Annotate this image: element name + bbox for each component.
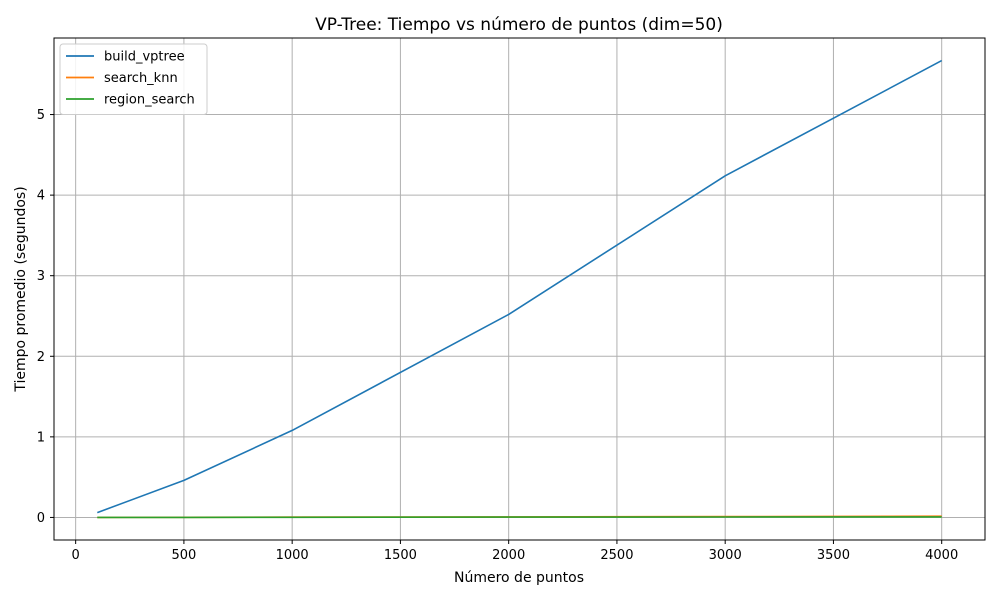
- x-tick-label: 4000: [925, 548, 958, 563]
- series-lines: [97, 59, 943, 519]
- legend-label: region_search: [104, 93, 195, 108]
- x-tick-label: 1500: [384, 548, 417, 563]
- plot-frame: [53, 37, 986, 541]
- y-tick-label: 0: [37, 511, 45, 526]
- y-axis-title: Tiempo promedio (segundos): [13, 186, 29, 392]
- y-tick-label: 3: [37, 269, 45, 284]
- legend: build_vptree search_knn region_search: [59, 43, 208, 115]
- legend-label: build_vptree: [104, 50, 185, 65]
- legend-box: [59, 43, 208, 115]
- x-tick-label: 2500: [600, 548, 633, 563]
- legend-label: search_knn: [104, 71, 178, 86]
- x-tick-label: 1000: [276, 548, 309, 563]
- x-tick-label: 3500: [817, 548, 850, 563]
- x-axis-title: Número de puntos: [454, 570, 584, 586]
- series-line-region_search: [97, 516, 942, 519]
- y-tick-label: 5: [37, 108, 45, 123]
- x-tick-label: 500: [171, 548, 196, 563]
- axis-ticks: 0 500 1000 1500 2000 2500 3000 3500 4000 0 1 2 3 4 5: [37, 108, 959, 563]
- y-tick-label: 4: [37, 189, 45, 204]
- x-tick-label: 2000: [492, 548, 525, 563]
- chart-title: VP-Tree: Tiempo vs número de puntos (dim…: [315, 15, 723, 35]
- y-tick-label: 2: [37, 350, 45, 365]
- y-tick-label: 1: [37, 430, 45, 445]
- x-tick-label: 0: [72, 548, 80, 563]
- series-line-build_vptree: [97, 59, 943, 514]
- x-tick-label: 3000: [709, 548, 742, 563]
